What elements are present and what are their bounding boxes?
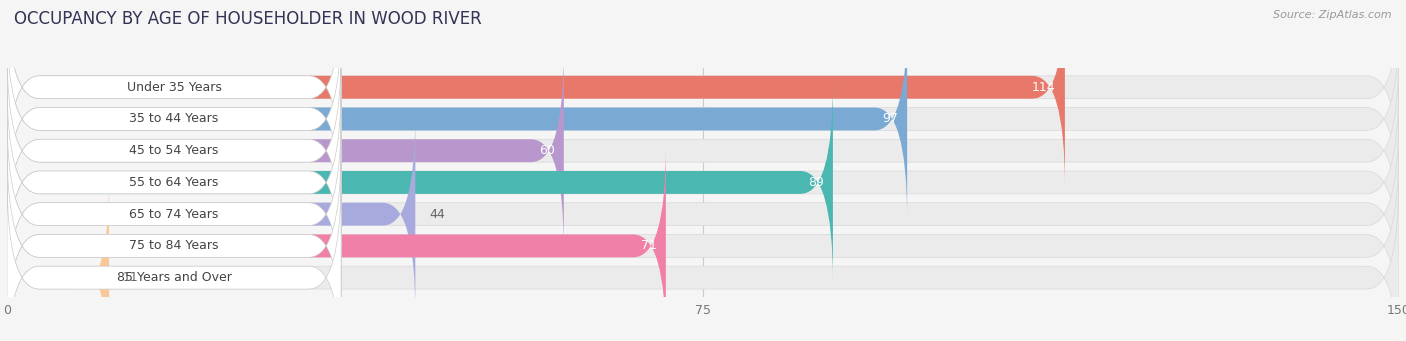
Text: 97: 97 <box>882 113 898 125</box>
FancyBboxPatch shape <box>7 115 342 314</box>
Text: 75 to 84 Years: 75 to 84 Years <box>129 239 219 252</box>
Text: 71: 71 <box>641 239 657 252</box>
FancyBboxPatch shape <box>7 0 1064 187</box>
Text: 35 to 44 Years: 35 to 44 Years <box>129 113 219 125</box>
FancyBboxPatch shape <box>7 83 342 282</box>
FancyBboxPatch shape <box>7 51 1399 250</box>
FancyBboxPatch shape <box>7 178 342 341</box>
Text: 89: 89 <box>808 176 824 189</box>
FancyBboxPatch shape <box>7 51 564 250</box>
Text: Source: ZipAtlas.com: Source: ZipAtlas.com <box>1274 10 1392 20</box>
FancyBboxPatch shape <box>7 146 666 341</box>
Text: 55 to 64 Years: 55 to 64 Years <box>129 176 219 189</box>
FancyBboxPatch shape <box>7 146 342 341</box>
Text: 65 to 74 Years: 65 to 74 Years <box>129 208 219 221</box>
Text: Under 35 Years: Under 35 Years <box>127 81 222 94</box>
FancyBboxPatch shape <box>7 115 415 314</box>
FancyBboxPatch shape <box>7 178 1399 341</box>
FancyBboxPatch shape <box>7 19 342 219</box>
FancyBboxPatch shape <box>7 83 1399 282</box>
Text: 11: 11 <box>124 271 139 284</box>
Text: 114: 114 <box>1032 81 1056 94</box>
FancyBboxPatch shape <box>7 0 342 187</box>
Text: 44: 44 <box>429 208 446 221</box>
FancyBboxPatch shape <box>7 19 1399 219</box>
FancyBboxPatch shape <box>7 115 1399 314</box>
FancyBboxPatch shape <box>7 0 1399 187</box>
FancyBboxPatch shape <box>7 83 832 282</box>
FancyBboxPatch shape <box>7 19 907 219</box>
Text: OCCUPANCY BY AGE OF HOUSEHOLDER IN WOOD RIVER: OCCUPANCY BY AGE OF HOUSEHOLDER IN WOOD … <box>14 10 482 28</box>
FancyBboxPatch shape <box>7 178 110 341</box>
Text: 45 to 54 Years: 45 to 54 Years <box>129 144 219 157</box>
Text: 60: 60 <box>538 144 554 157</box>
FancyBboxPatch shape <box>7 51 342 250</box>
FancyBboxPatch shape <box>7 146 1399 341</box>
Text: 85 Years and Over: 85 Years and Over <box>117 271 232 284</box>
